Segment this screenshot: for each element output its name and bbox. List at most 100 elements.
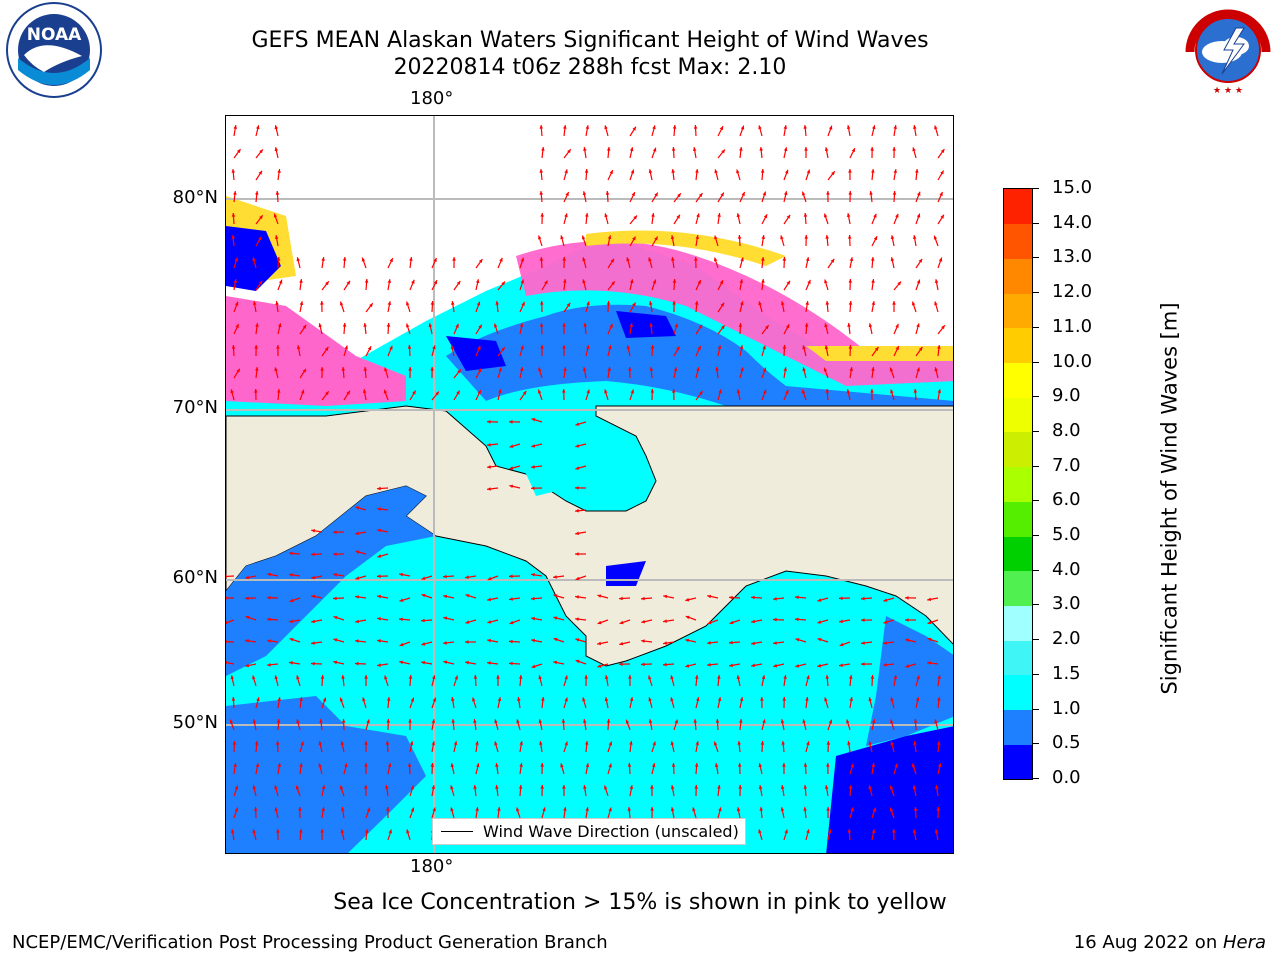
wind-wave-arrowhead [385,785,389,789]
wind-wave-arrowhead [751,663,755,668]
wind-wave-arrowhead [626,257,630,262]
wind-wave-arrowhead [736,807,741,812]
wind-wave-arrowhead [648,719,653,723]
wind-wave-arrowhead [673,367,678,372]
wind-wave-arrowhead [652,125,656,130]
wind-wave-arrowhead [384,367,388,372]
wind-wave-arrowhead [531,486,535,490]
wind-wave-arrowhead [674,323,678,328]
wind-wave-arrowhead [782,763,786,767]
wind-wave-arrowhead [255,763,260,767]
wind-wave-arrowhead [671,169,675,173]
wind-wave-arrowhead [252,785,257,790]
wind-wave-arrowhead [672,279,677,283]
wind-wave-arrowhead [575,466,580,470]
wind-wave-arrowhead [933,235,938,240]
wind-wave-arrowhead [520,345,524,350]
wind-wave-arrowhead [839,642,844,647]
wind-wave-arrowhead [320,367,324,371]
legend-line-swatch [441,830,473,833]
wind-wave-arrowhead [782,257,787,261]
colorbar-tick-mark [1033,535,1039,537]
wind-wave-arrowhead [676,214,680,219]
wind-wave-arrowhead [751,595,755,600]
wind-wave-arrowhead [432,345,436,350]
wind-wave-arrowhead [586,345,590,350]
wind-wave-arrowhead [940,214,944,219]
wind-wave-arrowhead [367,346,372,351]
wind-wave-arrowhead [472,697,476,702]
wind-wave-arrowhead [604,675,609,679]
wind-wave-arrowhead [255,367,259,371]
wind-wave-arrowhead [861,662,865,666]
map-legend: Wind Wave Direction (unscaled) [432,818,746,845]
wind-wave-arrowhead [604,697,609,702]
wind-wave-arrowhead [697,346,701,350]
wind-wave-arrowhead [302,324,307,329]
wind-wave-arrowhead [739,697,744,702]
wind-wave-arrow [226,641,235,643]
wind-wave-arrowhead [553,660,558,665]
wind-wave-arrowhead [509,484,514,489]
wind-wave-arrowhead [408,675,413,679]
wind-wave-arrowhead [846,719,850,724]
wind-wave-arrowhead [625,719,630,724]
wind-wave-arrowhead [605,191,610,195]
wind-wave-arrowhead [872,807,877,812]
wind-wave-arrowhead [765,325,769,330]
wind-wave-arrowhead [519,763,523,767]
wind-wave-arrowhead [341,367,346,371]
colorbar-tick-mark [1033,396,1039,398]
wind-wave-arrowhead [870,389,874,393]
wind-wave-arrowhead [296,257,300,262]
wind-wave-arrowhead [674,719,678,724]
wind-wave-arrowhead [870,257,875,261]
wind-wave-arrowhead [632,126,636,131]
wind-wave-arrowhead [537,389,542,394]
colorbar-tick-mark [1033,639,1039,641]
wind-wave-arrowhead [890,719,894,724]
wind-wave-arrowhead [663,662,667,667]
wind-wave-arrowhead [311,641,315,645]
wind-wave-arrowhead [277,389,281,393]
wind-wave-arrowhead [478,259,483,263]
wind-wave-arrowhead [874,347,879,351]
wind-wave-arrowhead [606,719,611,723]
wind-wave-arrowhead [553,575,557,579]
wind-wave-arrowhead [566,302,571,307]
wind-wave-arrowhead [895,213,899,218]
wind-wave-arrowhead [230,389,234,394]
wind-wave-arrowhead [736,675,741,680]
chart-title-line1: GEFS MEAN Alaskan Waters Significant Hei… [251,28,929,53]
wind-wave-arrowhead [236,368,240,373]
wind-wave-arrowhead [696,367,700,372]
wind-wave-arrowhead [893,675,898,679]
wind-wave-arrowhead [868,323,873,328]
wind-wave-arrowhead [561,719,566,723]
wind-wave-arrowhead [562,323,566,327]
wind-wave-arrowhead [252,719,257,724]
wind-wave-arrowhead [937,763,942,768]
southwest-water [226,696,426,853]
wind-wave-arrowhead [355,619,359,624]
wind-wave-arrowhead [540,345,544,349]
wind-wave-arrowhead [697,280,701,284]
wind-wave-arrowhead [431,785,436,789]
wind-wave-arrowhead [496,675,500,679]
wind-wave-arrowhead [278,279,283,284]
wind-wave-arrowhead [760,697,764,701]
wind-wave-arrowhead [912,829,917,833]
wind-wave-arrowhead [648,257,652,262]
wind-wave-arrowhead [759,147,763,151]
wind-wave-arrowhead [892,829,896,833]
wind-wave-arrowhead [707,641,711,645]
footer-date: 16 Aug 2022 on Hera [1074,932,1266,953]
wind-wave-arrowhead [465,640,469,644]
wind-wave-arrowhead [648,675,652,680]
wind-wave-arrowhead [575,617,579,621]
wind-wave-arrowhead [848,301,853,305]
wind-wave-arrowhead [773,597,777,601]
wind-wave-arrowhead [443,574,447,579]
wind-wave-arrowhead [582,191,587,196]
wind-wave-arrowhead [432,807,436,812]
